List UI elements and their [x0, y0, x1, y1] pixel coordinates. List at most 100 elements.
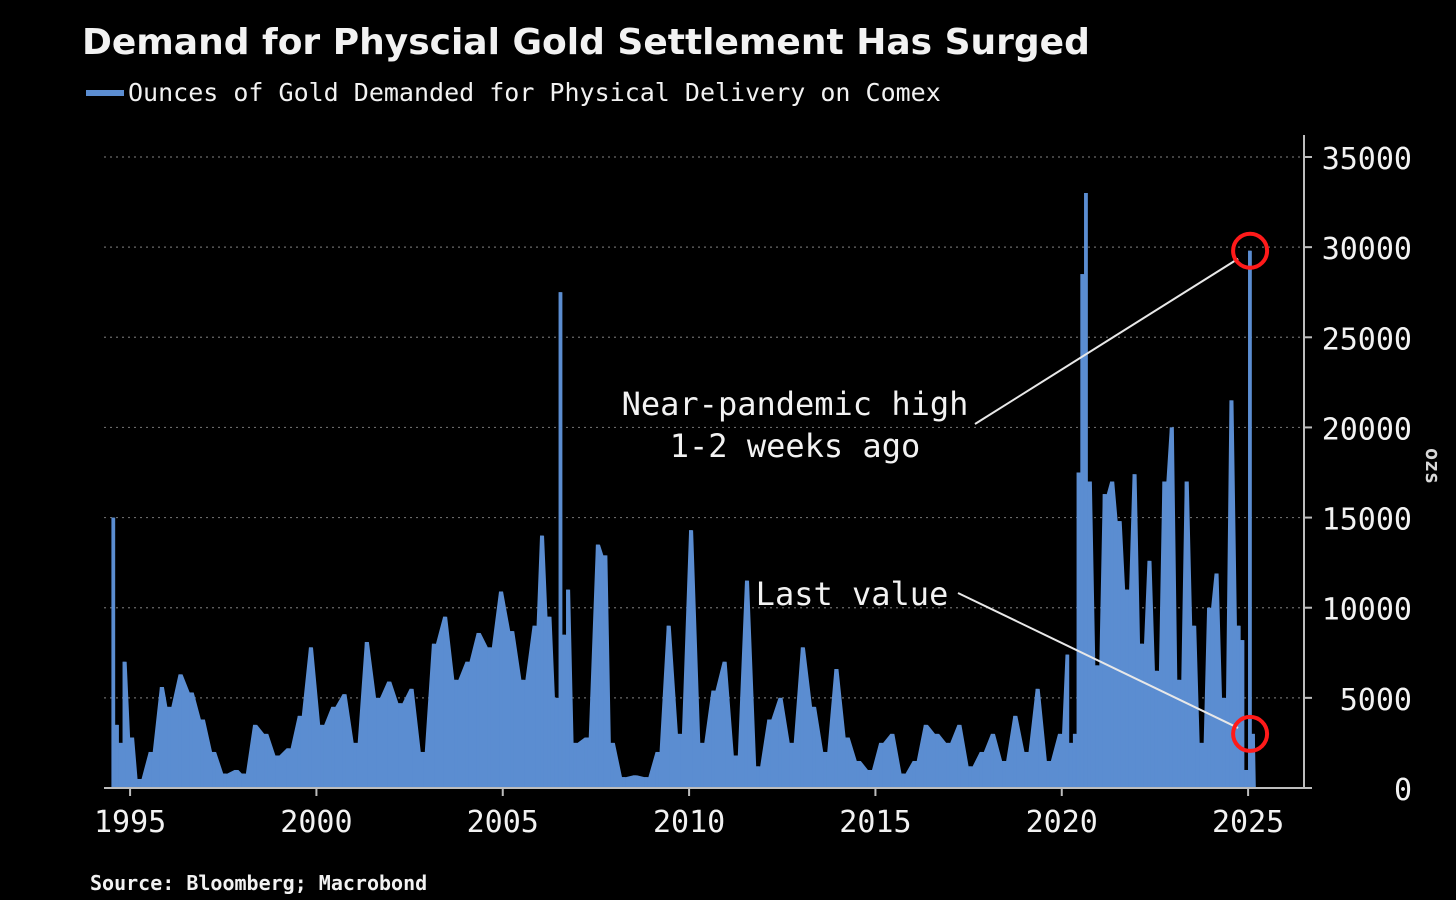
y-tick-label: 5000 [1340, 683, 1412, 718]
data-point [510, 631, 514, 788]
data-point [1072, 733, 1076, 788]
highlight-circle [1231, 231, 1270, 270]
data-point [521, 679, 525, 788]
data-point [532, 625, 536, 788]
y-tick-label: 15000 [1322, 503, 1412, 538]
data-point [566, 589, 570, 788]
data-point [253, 724, 257, 788]
data-point [700, 742, 704, 788]
data-point [1199, 742, 1203, 788]
data-point [353, 742, 357, 788]
data-point [159, 687, 163, 788]
data-point [622, 777, 626, 788]
x-tick-label: 2000 [280, 805, 352, 840]
data-point [308, 647, 312, 788]
data-point [1002, 760, 1006, 788]
data-point [1076, 472, 1080, 788]
data-point [744, 580, 748, 788]
data-point [234, 769, 238, 788]
data-point [1222, 697, 1226, 788]
data-point [979, 751, 983, 788]
data-point [547, 616, 551, 788]
legend-swatch [86, 90, 124, 96]
data-point [1207, 607, 1211, 788]
annotation-label: Near-pandemic high [622, 385, 969, 423]
data-point [1251, 733, 1255, 788]
annotation-leader-line [957, 592, 1239, 729]
data-point [1069, 742, 1073, 788]
data-point [834, 669, 838, 788]
data-point [1046, 760, 1050, 788]
data-point [1248, 250, 1252, 789]
data-point [137, 778, 141, 788]
data-point [558, 292, 562, 788]
data-point [499, 591, 503, 788]
data-point [122, 661, 126, 788]
data-point [1184, 481, 1188, 788]
data-point [264, 733, 268, 788]
data-point [812, 706, 816, 788]
data-point [879, 742, 883, 788]
data-point [595, 544, 599, 788]
data-point [554, 697, 558, 788]
data-point [1132, 474, 1136, 788]
data-point [733, 755, 737, 788]
data-point [1244, 769, 1248, 788]
data-point [1087, 481, 1091, 788]
data-point [115, 724, 119, 788]
data-point [167, 706, 171, 788]
data-point [487, 647, 491, 788]
y-tick-label: 20000 [1322, 412, 1412, 447]
data-point [398, 703, 402, 788]
data-point [912, 760, 916, 788]
data-point [584, 737, 588, 788]
axes: 1995 2000 2005 2010 2015 2020 2025 0 5000 10000 15… [94, 135, 1412, 840]
data-point [923, 724, 927, 788]
data-point [946, 742, 950, 788]
data-point [957, 724, 961, 788]
data-point [223, 773, 227, 788]
annotation-label: 1-2 weeks ago [670, 427, 920, 465]
data-point [286, 748, 290, 788]
data-point [644, 777, 648, 788]
x-tick-label: 1995 [94, 805, 166, 840]
data-point [454, 679, 458, 788]
data-point [823, 751, 827, 788]
y-axis-label: ozs [1421, 448, 1445, 484]
data-point [1177, 679, 1181, 788]
data-point [1024, 751, 1028, 788]
data-point [118, 742, 122, 788]
data-point [443, 616, 447, 788]
data-point [890, 733, 894, 788]
data-point [677, 733, 681, 788]
data-point [1035, 688, 1039, 788]
y-tick-label: 30000 [1322, 232, 1412, 267]
data-point [148, 751, 152, 788]
data-point [689, 530, 693, 788]
data-point [1084, 193, 1088, 789]
y-tick-label: 25000 [1322, 322, 1412, 357]
data-point [756, 766, 760, 788]
data-point [1065, 654, 1069, 788]
data-point [1169, 427, 1173, 788]
data-point [241, 773, 245, 788]
data-point [856, 760, 860, 788]
x-tick-label: 2025 [1212, 805, 1284, 840]
data-point [800, 647, 804, 788]
data-point [331, 706, 335, 788]
plot-area [111, 193, 1256, 789]
data-point [1140, 643, 1144, 788]
data-point [320, 724, 324, 788]
data-point [867, 769, 871, 788]
data-point [633, 775, 637, 788]
data-point [778, 697, 782, 788]
data-point [465, 661, 469, 788]
data-point [1095, 665, 1099, 788]
data-point [1080, 274, 1084, 789]
annotations: Near-pandemic high 1-2 weeks ago Last valu… [622, 231, 1270, 753]
x-tick-label: 2015 [839, 805, 911, 840]
data-point [935, 733, 939, 788]
x-tick-label: 2005 [467, 805, 539, 840]
x-tick-label: 2010 [653, 805, 725, 840]
data-point [789, 742, 793, 788]
